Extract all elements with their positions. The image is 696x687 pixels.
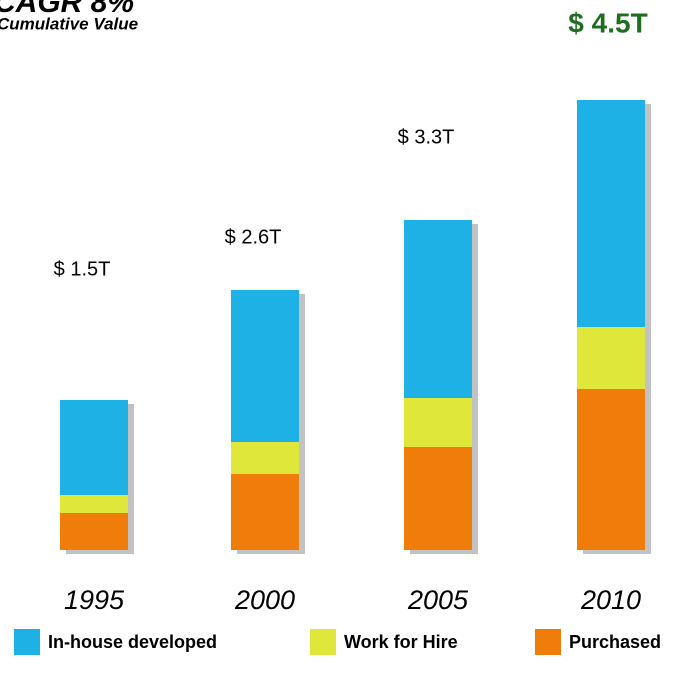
bar-segment [404,398,472,447]
legend-swatch [535,629,561,655]
legend-label: Purchased [569,632,661,652]
x-tick-label: 2010 [580,585,641,615]
legend-label: In-house developed [48,632,217,652]
x-tick-label: 2005 [407,585,469,615]
bar-segment [404,220,472,398]
total-label: $ 2.6T [225,226,282,248]
bar-segment [231,290,299,442]
x-tick-label: 2000 [234,585,295,615]
bar-segment [231,442,299,474]
chart-subtitle: Cumulative Value [0,14,138,33]
total-label: $ 1.5T [54,258,111,280]
bar-segment [231,474,299,550]
x-tick-label: 1995 [64,585,125,615]
bar-segment [577,100,645,327]
bar-segment [60,513,128,550]
bar-segment [60,400,128,495]
bar-segment [404,447,472,550]
legend-label: Work for Hire [344,632,458,652]
legend-swatch [14,629,40,655]
bar-segment [577,327,645,389]
bar-segment [60,495,128,513]
legend-swatch [310,629,336,655]
total-label: $ 4.5T [568,7,647,38]
total-label: $ 3.3T [398,126,455,148]
chart-title: CAGR 8% [0,0,134,19]
bar-segment [577,389,645,550]
